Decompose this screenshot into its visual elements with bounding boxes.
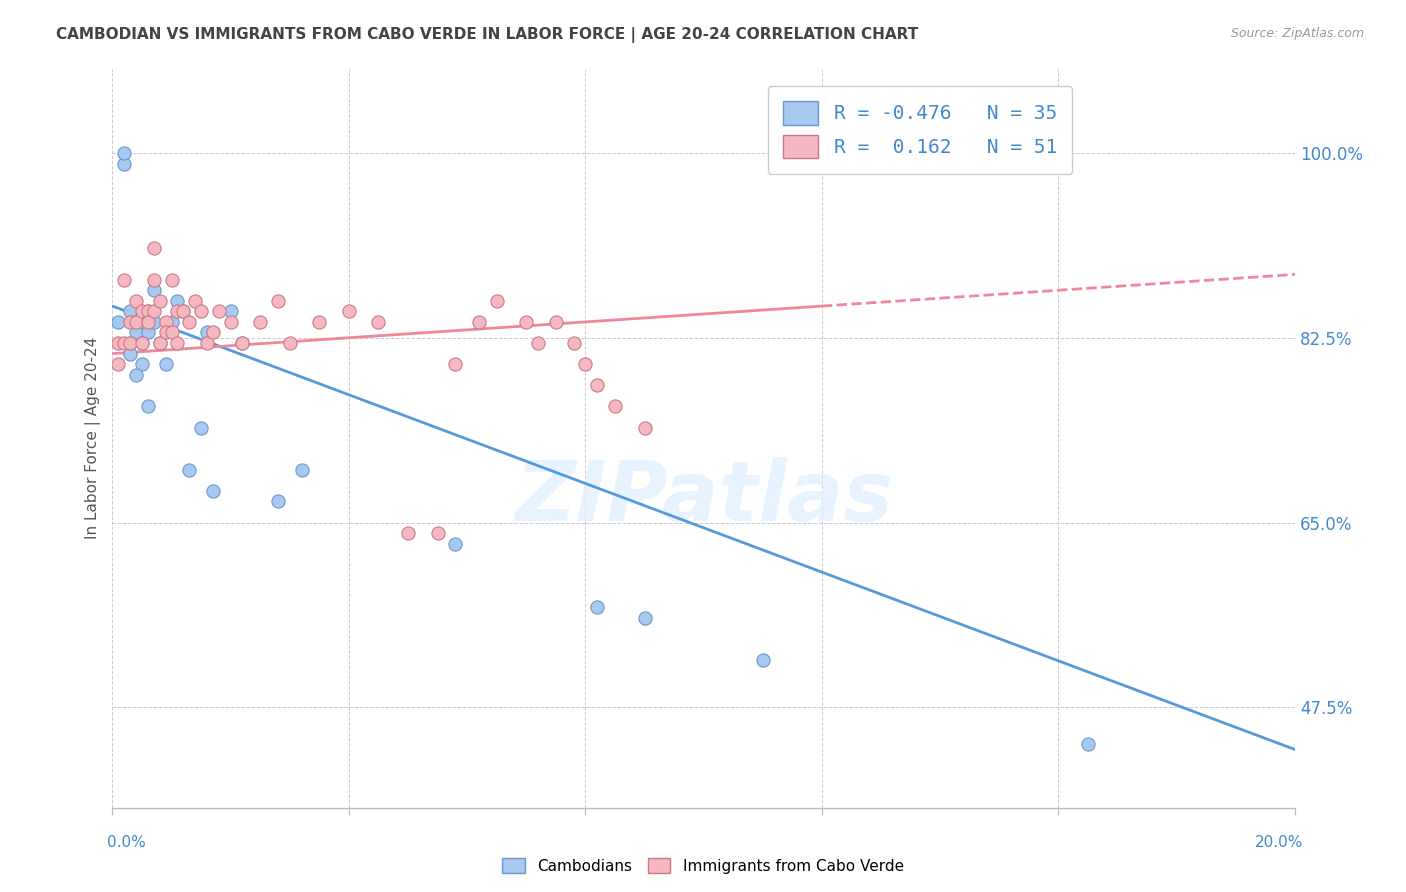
Point — [179, 463, 201, 477]
Point — [142, 283, 165, 297]
Point — [562, 336, 585, 351]
Point — [131, 357, 153, 371]
Point — [195, 326, 218, 340]
Point — [142, 315, 165, 329]
Point — [120, 304, 142, 318]
Text: Source: ZipAtlas.com: Source: ZipAtlas.com — [1230, 27, 1364, 40]
Point — [172, 304, 194, 318]
Text: 20.0%: 20.0% — [1256, 836, 1303, 850]
Point — [125, 326, 148, 340]
Point — [125, 368, 148, 382]
Point — [120, 346, 142, 360]
Point — [396, 526, 419, 541]
Point — [201, 483, 224, 498]
Point — [120, 315, 142, 329]
Point — [574, 357, 596, 371]
Point — [219, 315, 242, 329]
Point — [112, 273, 135, 287]
Point — [136, 315, 159, 329]
Point — [160, 326, 183, 340]
Point — [544, 315, 567, 329]
Point — [107, 336, 129, 351]
Point — [131, 336, 153, 351]
Point — [142, 304, 165, 318]
Point — [172, 304, 194, 318]
Point — [208, 304, 231, 318]
Point — [231, 336, 253, 351]
Point — [184, 293, 207, 308]
Point — [468, 315, 491, 329]
Text: ZIPatlas: ZIPatlas — [515, 457, 893, 538]
Point — [131, 315, 153, 329]
Point — [120, 336, 142, 351]
Point — [155, 326, 177, 340]
Point — [155, 315, 177, 329]
Point — [586, 378, 609, 392]
Point — [249, 315, 271, 329]
Point — [125, 315, 148, 329]
Point — [195, 336, 218, 351]
Point — [166, 336, 188, 351]
Point — [267, 494, 290, 508]
Point — [267, 293, 290, 308]
Point — [107, 357, 129, 371]
Point — [219, 304, 242, 318]
Point — [125, 315, 148, 329]
Point — [426, 526, 449, 541]
Point — [160, 273, 183, 287]
Point — [142, 273, 165, 287]
Legend: Cambodians, Immigrants from Cabo Verde: Cambodians, Immigrants from Cabo Verde — [496, 852, 910, 880]
Point — [752, 653, 775, 667]
Point — [142, 241, 165, 255]
Point — [136, 304, 159, 318]
Point — [136, 400, 159, 414]
Point — [112, 336, 135, 351]
Point — [136, 326, 159, 340]
Point — [136, 304, 159, 318]
Point — [179, 315, 201, 329]
Point — [367, 315, 389, 329]
Point — [112, 146, 135, 161]
Point — [201, 326, 224, 340]
Point — [633, 420, 655, 434]
Point — [190, 420, 212, 434]
Point — [166, 304, 188, 318]
Point — [120, 336, 142, 351]
Point — [160, 315, 183, 329]
Point — [278, 336, 301, 351]
Text: CAMBODIAN VS IMMIGRANTS FROM CABO VERDE IN LABOR FORCE | AGE 20-24 CORRELATION C: CAMBODIAN VS IMMIGRANTS FROM CABO VERDE … — [56, 27, 918, 43]
Point — [107, 315, 129, 329]
Y-axis label: In Labor Force | Age 20-24: In Labor Force | Age 20-24 — [86, 337, 101, 539]
Point — [149, 293, 172, 308]
Text: 0.0%: 0.0% — [107, 836, 146, 850]
Point — [112, 156, 135, 170]
Point — [586, 599, 609, 614]
Point — [166, 293, 188, 308]
Point — [308, 315, 330, 329]
Point — [444, 357, 467, 371]
Point — [231, 336, 253, 351]
Point — [291, 463, 314, 477]
Point — [603, 400, 626, 414]
Point — [444, 536, 467, 550]
Point — [527, 336, 550, 351]
Legend: R = -0.476   N = 35, R =  0.162   N = 51: R = -0.476 N = 35, R = 0.162 N = 51 — [768, 86, 1073, 174]
Point — [633, 610, 655, 624]
Point — [485, 293, 508, 308]
Point — [155, 357, 177, 371]
Point — [125, 293, 148, 308]
Point — [131, 336, 153, 351]
Point — [149, 336, 172, 351]
Point — [190, 304, 212, 318]
Point — [131, 304, 153, 318]
Point — [515, 315, 537, 329]
Point — [149, 336, 172, 351]
Point — [1077, 737, 1099, 751]
Point — [337, 304, 360, 318]
